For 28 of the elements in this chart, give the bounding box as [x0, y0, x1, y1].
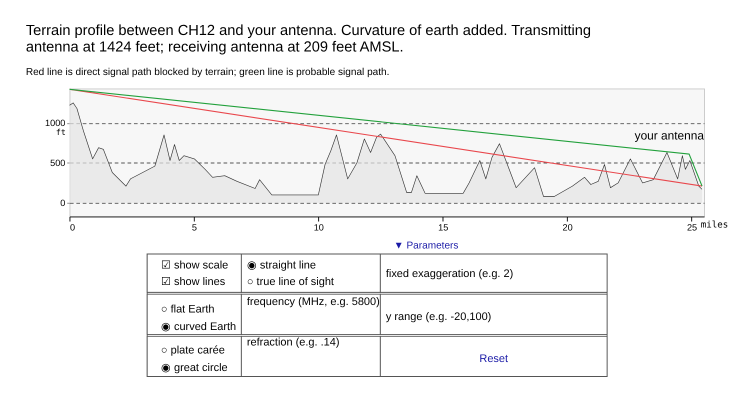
text: ◉ straight line [246, 260, 316, 272]
y-tick-label: 0 [60, 198, 66, 208]
x-axis-title: miles [700, 220, 728, 230]
text: Reset [479, 352, 508, 365]
x-tick-label: 15 [438, 222, 448, 233]
x-tick-label: 10 [314, 222, 324, 233]
text: y range (e.g. -20,100) [386, 310, 492, 323]
text: frequency (MHz, e.g. 5800) [246, 296, 380, 308]
y-axis-title: ft [56, 126, 66, 137]
x-tick-label: 0 [70, 222, 76, 233]
x-tick-label: 25 [686, 222, 698, 233]
text: ○ plate carée [160, 344, 225, 357]
y-tick-label: 500 [50, 158, 66, 168]
text: ◉ great circle [160, 362, 228, 374]
chart-subtitle: Red line is direct signal path blocked by terrain; green line is probable signal path. [26, 67, 390, 78]
chart-title: Terrain profile between CH12 and your antenna. Curvature of earth added. Transmitting antenna at 1424 feet; receiving antenna at 209 feet AMSL. [26, 23, 592, 56]
text: refraction (e.g. .14) [246, 336, 340, 348]
text: ○ flat Earth [160, 304, 214, 316]
text: ☑ show scale [160, 260, 228, 272]
text: ◉ curved Earth [160, 320, 236, 333]
text: ○ true line of sight [246, 276, 334, 288]
annotation: your antenna [634, 128, 704, 143]
text: ▼ Parameters [394, 240, 458, 252]
x-tick-label: 5 [192, 222, 197, 233]
text: fixed exaggeration (e.g. 2) [386, 268, 514, 280]
x-tick-label: 20 [562, 222, 573, 233]
text: ☑ show lines [160, 276, 226, 288]
y-tick-label: 1000 [45, 118, 66, 128]
